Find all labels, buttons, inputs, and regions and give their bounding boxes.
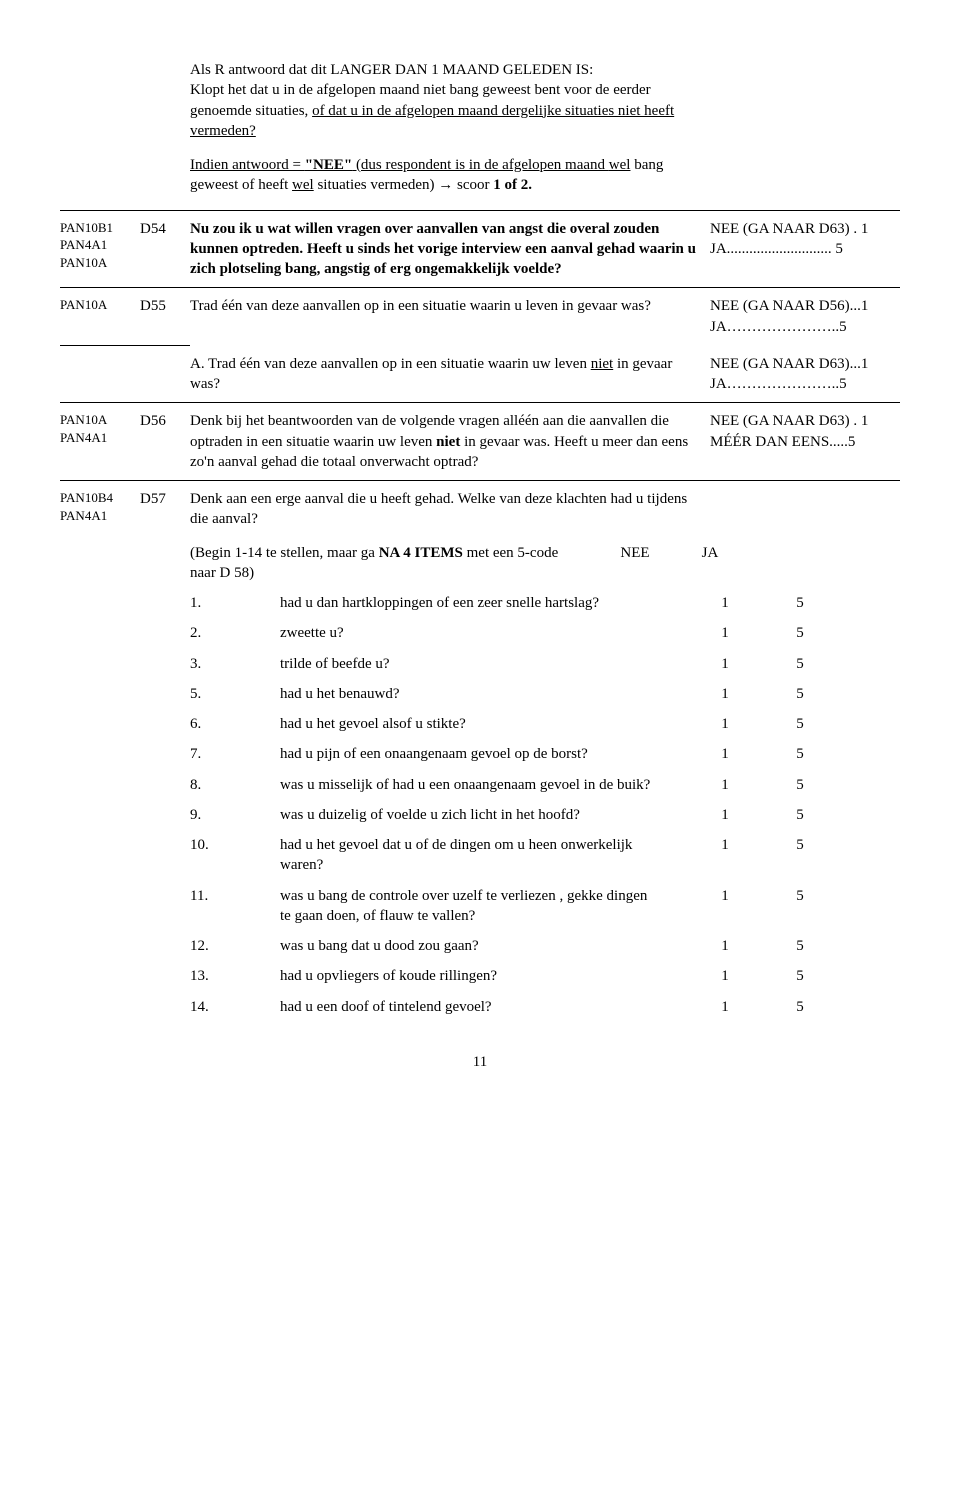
item-nee-value: 1: [680, 744, 770, 764]
item-text: was u misselijk of had u een onaangenaam…: [280, 775, 680, 795]
item-text: had u het benauwd?: [280, 684, 680, 704]
answer-options: NEE (GA NAAR D63) . 1 MÉÉR DAN EENS.....…: [710, 411, 900, 452]
answer-options: NEE (GA NAAR D63)...1 JA…………………..5: [710, 354, 900, 395]
item-text: was u bang de controle over uzelf te ver…: [280, 886, 680, 927]
item-nee-value: 1: [680, 997, 770, 1017]
list-item: 13.had u opvliegers of koude rillingen?1…: [190, 961, 900, 991]
item-ja-value: 5: [770, 966, 830, 986]
d57-begin-text: (Begin 1-14 te stellen, maar ga NA 4 ITE…: [190, 543, 590, 584]
item-ja-value: 5: [770, 684, 830, 704]
item-number: 6.: [190, 714, 280, 734]
item-number: 14.: [190, 997, 280, 1017]
item-ja-value: 5: [770, 714, 830, 734]
item-text: had u het gevoel alsof u stikte?: [280, 714, 680, 734]
item-nee-value: 1: [680, 623, 770, 643]
d57-begin-row: (Begin 1-14 te stellen, maar ga NA 4 ITE…: [190, 538, 900, 589]
question-id: D56: [140, 411, 190, 431]
item-ja-value: 5: [770, 886, 830, 927]
list-item: 14.had u een doof of tintelend gevoel?15: [190, 992, 900, 1022]
item-number: 2.: [190, 623, 280, 643]
item-nee-value: 1: [680, 936, 770, 956]
question-d54: PAN10B1 PAN4A1 PAN10A D54 Nu zou ik u wa…: [60, 211, 900, 288]
answer-options: NEE (GA NAAR D56)...1 JA…………………..5: [710, 296, 900, 337]
question-text: A. Trad één van deze aanvallen op in een…: [190, 354, 710, 395]
question-id: D54: [140, 219, 190, 239]
item-number: 7.: [190, 744, 280, 764]
item-text: zweette u?: [280, 623, 680, 643]
intro-p2: Indien antwoord = "NEE" (dus respondent …: [190, 155, 690, 196]
list-item: 12.was u bang dat u dood zou gaan?15: [190, 931, 900, 961]
question-d55: PAN10A D55 Trad één van deze aanvallen o…: [60, 288, 900, 345]
item-number: 1.: [190, 593, 280, 613]
item-nee-value: 1: [680, 593, 770, 613]
code-column: PAN10B4 PAN4A1: [60, 489, 140, 524]
item-text: had u het gevoel dat u of de dingen om u…: [280, 835, 680, 876]
item-nee-value: 1: [680, 684, 770, 704]
intro-block: Als R antwoord dat dit LANGER DAN 1 MAAN…: [190, 60, 900, 196]
item-nee-value: 1: [680, 775, 770, 795]
question-text: Denk bij het beantwoorden van de volgend…: [190, 411, 710, 472]
item-nee-value: 1: [680, 835, 770, 876]
item-nee-value: 1: [680, 886, 770, 927]
item-text: was u duizelig of voelde u zich licht in…: [280, 805, 680, 825]
list-item: 11.was u bang de controle over uzelf te …: [190, 881, 900, 932]
list-item: 10.had u het gevoel dat u of de dingen o…: [190, 830, 900, 881]
item-ja-value: 5: [770, 936, 830, 956]
list-item: 2.zweette u?15: [190, 618, 900, 648]
header-ja: JA: [680, 543, 740, 584]
item-number: 8.: [190, 775, 280, 795]
item-ja-value: 5: [770, 744, 830, 764]
d57-items: 1.had u dan hartkloppingen of een zeer s…: [60, 588, 900, 1022]
code-column: PAN10A: [60, 296, 140, 314]
item-number: 12.: [190, 936, 280, 956]
list-item: 5.had u het benauwd?15: [190, 679, 900, 709]
question-text: Denk aan een erge aanval die u heeft geh…: [190, 489, 710, 530]
question-d55a: A. Trad één van deze aanvallen op in een…: [60, 346, 900, 403]
item-number: 13.: [190, 966, 280, 986]
answer-options: NEE (GA NAAR D63) . 1 JA................…: [710, 219, 900, 260]
item-number: 3.: [190, 654, 280, 674]
item-text: had u pijn of een onaangenaam gevoel op …: [280, 744, 680, 764]
item-ja-value: 5: [770, 593, 830, 613]
question-text: Nu zou ik u wat willen vragen over aanva…: [190, 219, 710, 280]
list-item: 9.was u duizelig of voelde u zich licht …: [190, 800, 900, 830]
item-ja-value: 5: [770, 805, 830, 825]
item-ja-value: 5: [770, 835, 830, 876]
item-text: trilde of beefde u?: [280, 654, 680, 674]
item-text: was u bang dat u dood zou gaan?: [280, 936, 680, 956]
question-text: Trad één van deze aanvallen op in een si…: [190, 296, 710, 316]
item-nee-value: 1: [680, 714, 770, 734]
list-item: 3.trilde of beefde u?15: [190, 649, 900, 679]
list-item: 8.was u misselijk of had u een onaangena…: [190, 770, 900, 800]
question-d57: PAN10B4 PAN4A1 D57 Denk aan een erge aan…: [60, 481, 900, 538]
page-number: 11: [60, 1052, 900, 1072]
item-text: had u opvliegers of koude rillingen?: [280, 966, 680, 986]
item-text: had u een doof of tintelend gevoel?: [280, 997, 680, 1017]
item-ja-value: 5: [770, 654, 830, 674]
header-nee: NEE: [590, 543, 680, 584]
item-ja-value: 5: [770, 997, 830, 1017]
question-d56: PAN10A PAN4A1 D56 Denk bij het beantwoor…: [60, 403, 900, 480]
item-nee-value: 1: [680, 966, 770, 986]
list-item: 7.had u pijn of een onaangenaam gevoel o…: [190, 739, 900, 769]
item-nee-value: 1: [680, 654, 770, 674]
item-ja-value: 5: [770, 775, 830, 795]
item-number: 9.: [190, 805, 280, 825]
question-id: D55: [140, 296, 190, 316]
question-id: D57: [140, 489, 190, 509]
item-ja-value: 5: [770, 623, 830, 643]
item-nee-value: 1: [680, 805, 770, 825]
item-number: 10.: [190, 835, 280, 876]
item-number: 11.: [190, 886, 280, 927]
code-column: PAN10B1 PAN4A1 PAN10A: [60, 219, 140, 272]
list-item: 1.had u dan hartkloppingen of een zeer s…: [190, 588, 900, 618]
item-number: 5.: [190, 684, 280, 704]
code-column: PAN10A PAN4A1: [60, 411, 140, 446]
intro-p1: Als R antwoord dat dit LANGER DAN 1 MAAN…: [190, 60, 690, 141]
list-item: 6.had u het gevoel alsof u stikte?15: [190, 709, 900, 739]
item-text: had u dan hartkloppingen of een zeer sne…: [280, 593, 680, 613]
